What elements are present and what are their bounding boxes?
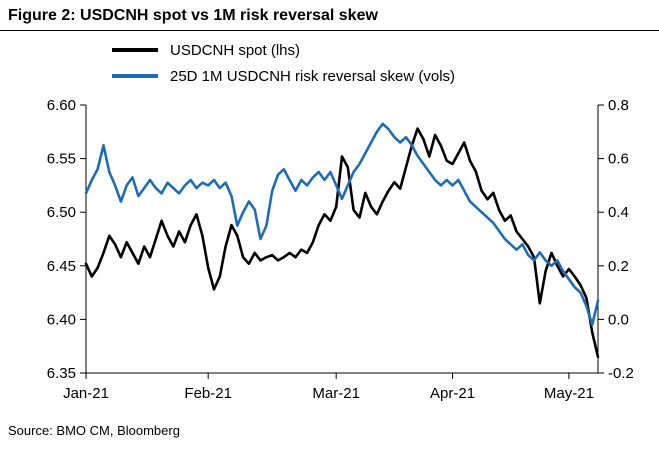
legend-label: USDCNH spot (lhs) <box>170 41 301 59</box>
right-axis-tick-label: 0.6 <box>608 151 629 168</box>
source-note: Source: BMO CM, Bloomberg <box>8 423 180 438</box>
right-axis-tick-label: 0.8 <box>608 97 629 114</box>
figure-title: Figure 2: USDCNH spot vs 1M risk reversa… <box>0 0 659 31</box>
x-axis-tick-label: May-21 <box>544 385 594 402</box>
plot-svg: 6.60 6.55 6.50 6.45 6.40 6.35 0.8 0.6 0.4 0.2 0.0 -… <box>47 97 634 402</box>
right-axis-tick-label: -0.2 <box>608 365 634 382</box>
right-axis-tick-label: 0.0 <box>608 311 629 328</box>
legend-swatch <box>112 74 158 78</box>
left-axis-tick-label: 6.50 <box>47 204 76 221</box>
series-line-risk-reversal-skew <box>84 122 600 327</box>
legend-item-skew: 25D 1M USDCNH risk reversal skew (vols) <box>112 63 659 89</box>
x-axis-tick-label: Apr-21 <box>430 385 475 402</box>
legend-item-spot: USDCNH spot (lhs) <box>112 37 659 63</box>
legend: USDCNH spot (lhs) 25D 1M USDCNH risk rev… <box>112 37 659 89</box>
right-axis-tick-label: 0.2 <box>608 258 629 275</box>
x-axis-tick-label: Mar-21 <box>312 385 360 402</box>
x-axis-tick-label: Feb-21 <box>184 385 232 402</box>
left-axis-tick-label: 6.55 <box>47 151 76 168</box>
right-axis-tick-label: 0.4 <box>608 204 629 221</box>
left-axis-tick-label: 6.45 <box>47 258 76 275</box>
left-axis-tick-label: 6.35 <box>47 365 76 382</box>
x-axis-tick-label: Jan-21 <box>63 385 109 402</box>
legend-label: 25D 1M USDCNH risk reversal skew (vols) <box>170 67 456 85</box>
series-line-usdcnh-spot <box>84 127 600 359</box>
legend-swatch <box>112 48 158 52</box>
left-axis-tick-label: 6.60 <box>47 97 76 114</box>
left-axis-tick-label: 6.40 <box>47 311 76 328</box>
